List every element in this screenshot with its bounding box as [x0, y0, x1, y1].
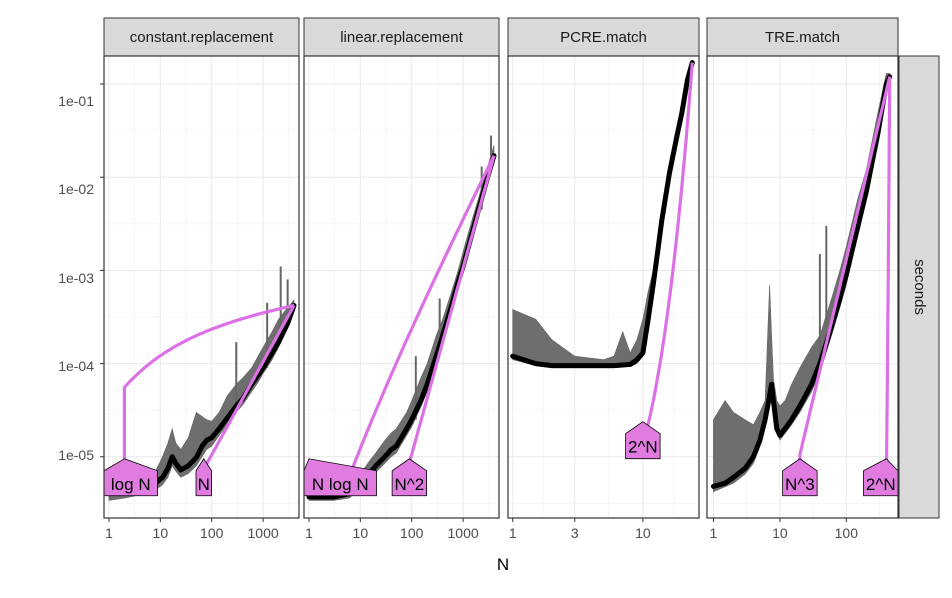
asymptote-label-box [391, 458, 428, 497]
median-timing-line [510, 60, 695, 369]
asymptote-curve [641, 62, 694, 443]
facet-panel: linear.replacement N log N N^2 1 10 100 1000 [303, 17, 500, 541]
asymptote-label-box [625, 421, 661, 460]
y-tick-label: 1e-01 [58, 93, 94, 109]
facet-panel: TRE.match N^3 2^N 1 10 100 [706, 17, 899, 541]
x-tick-label: 10 [153, 525, 169, 541]
asymptote-curve [884, 76, 892, 479]
x-tick-label: 100 [400, 525, 424, 541]
facet-strip [507, 17, 700, 57]
y-tick-label: 1e-03 [58, 270, 94, 286]
row-strip-background [898, 55, 940, 519]
x-tick-label: 100 [200, 525, 224, 541]
y-axis: 1e-01 1e-02 1e-03 1e-04 1e-05 [58, 93, 94, 463]
facet-strip-label: TRE.match [765, 29, 840, 46]
panel-border [103, 55, 300, 519]
row-strip-label: seconds [911, 259, 928, 315]
asymptote-label-text: N log N [312, 475, 369, 494]
asymptote-label: N log N [303, 458, 377, 497]
facet-panel: constant.replacement log N N 1 10 100 1000 [100, 17, 300, 541]
plot-area [104, 56, 299, 518]
y-tick-label: 1e-04 [58, 358, 94, 374]
median-timing-line [106, 303, 297, 497]
asymptote-curve [122, 303, 295, 479]
facet-strip-label: constant.replacement [130, 29, 274, 46]
x-tick-label: 1 [305, 525, 313, 541]
x-tick-label: 10 [772, 525, 788, 541]
row-strip: seconds [898, 55, 940, 519]
asymptote-label-text: 2^N [628, 438, 658, 457]
asymptote-label: log N [103, 458, 158, 497]
facet-panel: PCRE.match 2^N 1 3 10 [507, 17, 700, 541]
x-tick-label: 10 [353, 525, 369, 541]
x-tick-label: 10 [635, 525, 651, 541]
asymptote-label: N^2 [391, 458, 428, 497]
asymptote-curve [202, 304, 296, 479]
x-tick-label: 3 [571, 525, 579, 541]
plot-area [508, 56, 699, 518]
asymptote-label-box [195, 458, 212, 497]
y-tick-label: 1e-05 [58, 447, 94, 463]
x-axis-title: N [497, 555, 509, 574]
x-tick-label: 1000 [448, 525, 479, 541]
panel-border [507, 55, 700, 519]
median-timing-line [710, 74, 893, 489]
asymptote-label: 2^N [625, 421, 661, 460]
asymptote-label: N [195, 458, 212, 497]
asymptote-label-text: N^3 [785, 475, 815, 494]
asymptote-label-text: log N [111, 475, 151, 494]
x-tick-label: 1 [710, 525, 718, 541]
asymptote-label-text: 2^N [866, 475, 896, 494]
x-tick-label: 1000 [248, 525, 279, 541]
asymptote-label-box [782, 458, 818, 497]
asymptote-label: 2^N [863, 458, 899, 497]
x-tick-label: 1 [105, 525, 113, 541]
facet-strip [103, 17, 300, 57]
facet-strip [706, 17, 899, 57]
y-tick-label: 1e-02 [58, 181, 94, 197]
facet-strip-label: PCRE.match [560, 29, 647, 46]
asymptote-curve [798, 76, 892, 479]
facet-strip-label: linear.replacement [340, 29, 463, 46]
panel-border [706, 55, 899, 519]
timing-range-band [308, 145, 495, 501]
asymptote-label: N^3 [782, 458, 818, 497]
x-tick-label: 1 [509, 525, 517, 541]
plot-area [707, 56, 898, 518]
asymptote-curve [407, 155, 496, 479]
facet-strip [303, 17, 500, 57]
asymptote-label-text: N [198, 475, 210, 494]
x-tick-label: 100 [835, 525, 859, 541]
asymptote-label-text: N^2 [395, 475, 425, 494]
panel-border [303, 55, 500, 519]
median-timing-line [306, 153, 497, 500]
timing-range-band [713, 73, 891, 493]
plot-area [304, 56, 499, 518]
